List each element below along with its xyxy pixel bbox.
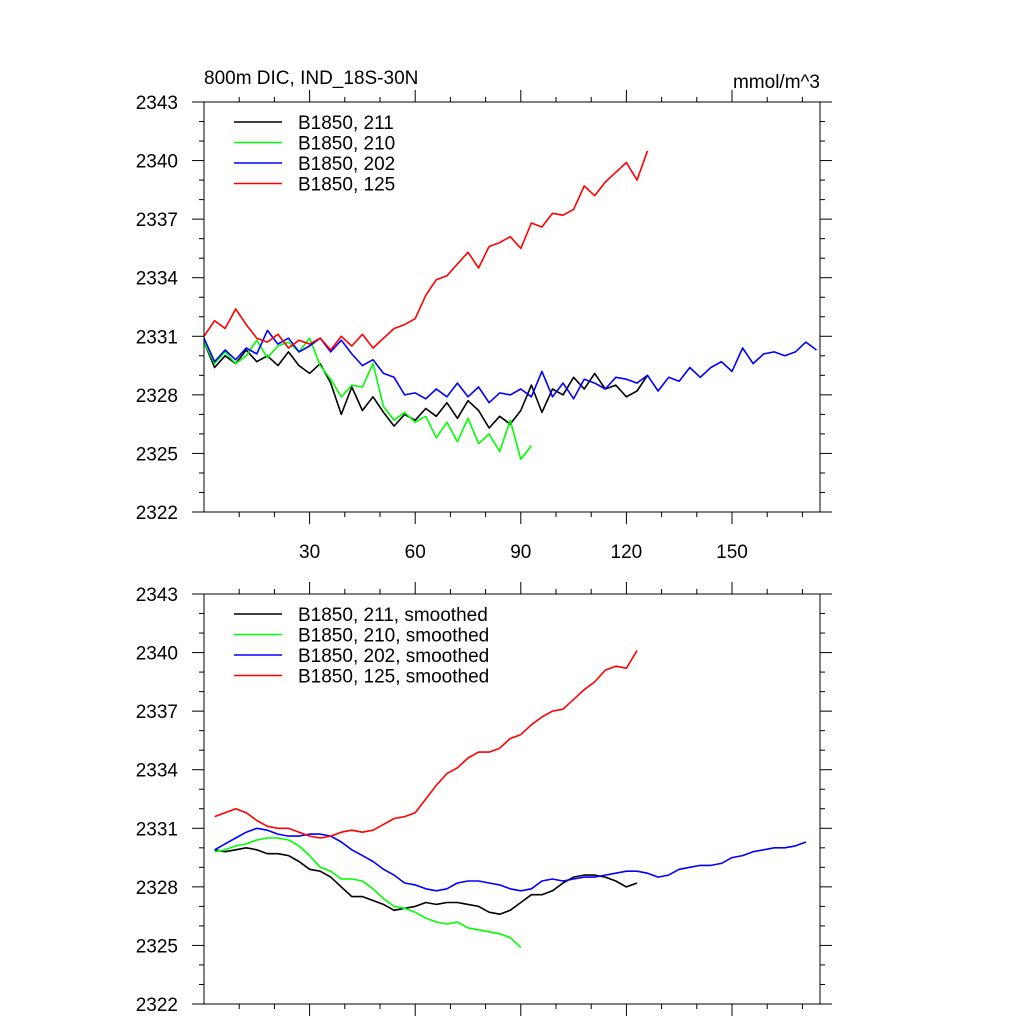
legend-label: B1850, 125 [298, 175, 395, 196]
ticks-layer: 2322 2325 2328 2331 2334 2337 2340 2343 [136, 582, 832, 1016]
x-tick-label: 90 [510, 542, 531, 563]
legend-label: B1850, 125, smoothed [298, 667, 489, 688]
x-tick-label: 60 [405, 542, 426, 563]
y-tick-label: 2331 [136, 819, 178, 840]
plot-frame [203, 593, 821, 1005]
y-tick-label: 2337 [136, 702, 178, 723]
plot-frame [203, 101, 821, 513]
x-tick-label: 30 [299, 542, 320, 563]
y-tick-label: 2325 [136, 444, 178, 465]
series-layer [214, 650, 807, 948]
y-tick-label: 2334 [136, 761, 179, 782]
y-tick-label: 2343 [136, 93, 178, 114]
y-tick-label: 2343 [136, 585, 178, 606]
legend-label: B1850, 202, smoothed [298, 646, 489, 667]
y-tick-label: 2325 [136, 936, 178, 957]
y-tick-label: 2337 [136, 210, 178, 231]
legend-label: B1850, 202 [298, 154, 395, 175]
series-line-b1850-210 [203, 337, 533, 461]
units-label: mmol/m^3 [733, 72, 820, 93]
y-tick-label: 2328 [136, 386, 178, 407]
series-line-b1850-202-smoothed [214, 827, 807, 892]
chart-title: 800m DIC, IND_18S-30N [204, 68, 418, 89]
series-line-b1850-125 [203, 150, 649, 351]
y-tick-label: 2328 [136, 878, 178, 899]
series-layer [203, 150, 817, 461]
legend-label: B1850, 211 [298, 113, 394, 134]
ticks-layer: 30 60 90 120 150 2322 2325 2328 2331 2334 2337 2340… [136, 90, 832, 563]
series-line-b1850-210-smoothed [214, 837, 522, 948]
series-line-b1850-125-smoothed [214, 650, 638, 839]
legend-label: B1850, 210 [298, 134, 395, 155]
y-tick-label: 2340 [136, 152, 178, 173]
legend-label: B1850, 210, smoothed [298, 626, 489, 647]
y-tick-label: 2322 [136, 503, 178, 524]
x-tick-label: 120 [611, 542, 643, 563]
y-tick-label: 2322 [136, 995, 178, 1016]
series-line-b1850-202 [203, 329, 817, 404]
y-tick-label: 2331 [136, 327, 178, 348]
y-tick-label: 2334 [136, 269, 179, 290]
series-line-b1850-211 [203, 341, 649, 429]
top-panel: 800m DIC, IND_18S-30N mmol/m^3 30 60 90 120… [136, 68, 832, 563]
legend-label: B1850, 211, smoothed [298, 605, 488, 626]
bottom-panel: 2322 2325 2328 2331 2334 2337 2340 2343 B1850, … [136, 582, 832, 1016]
y-tick-label: 2340 [136, 644, 178, 665]
series-line-b1850-211-smoothed [214, 846, 638, 916]
x-tick-label: 150 [716, 542, 748, 563]
